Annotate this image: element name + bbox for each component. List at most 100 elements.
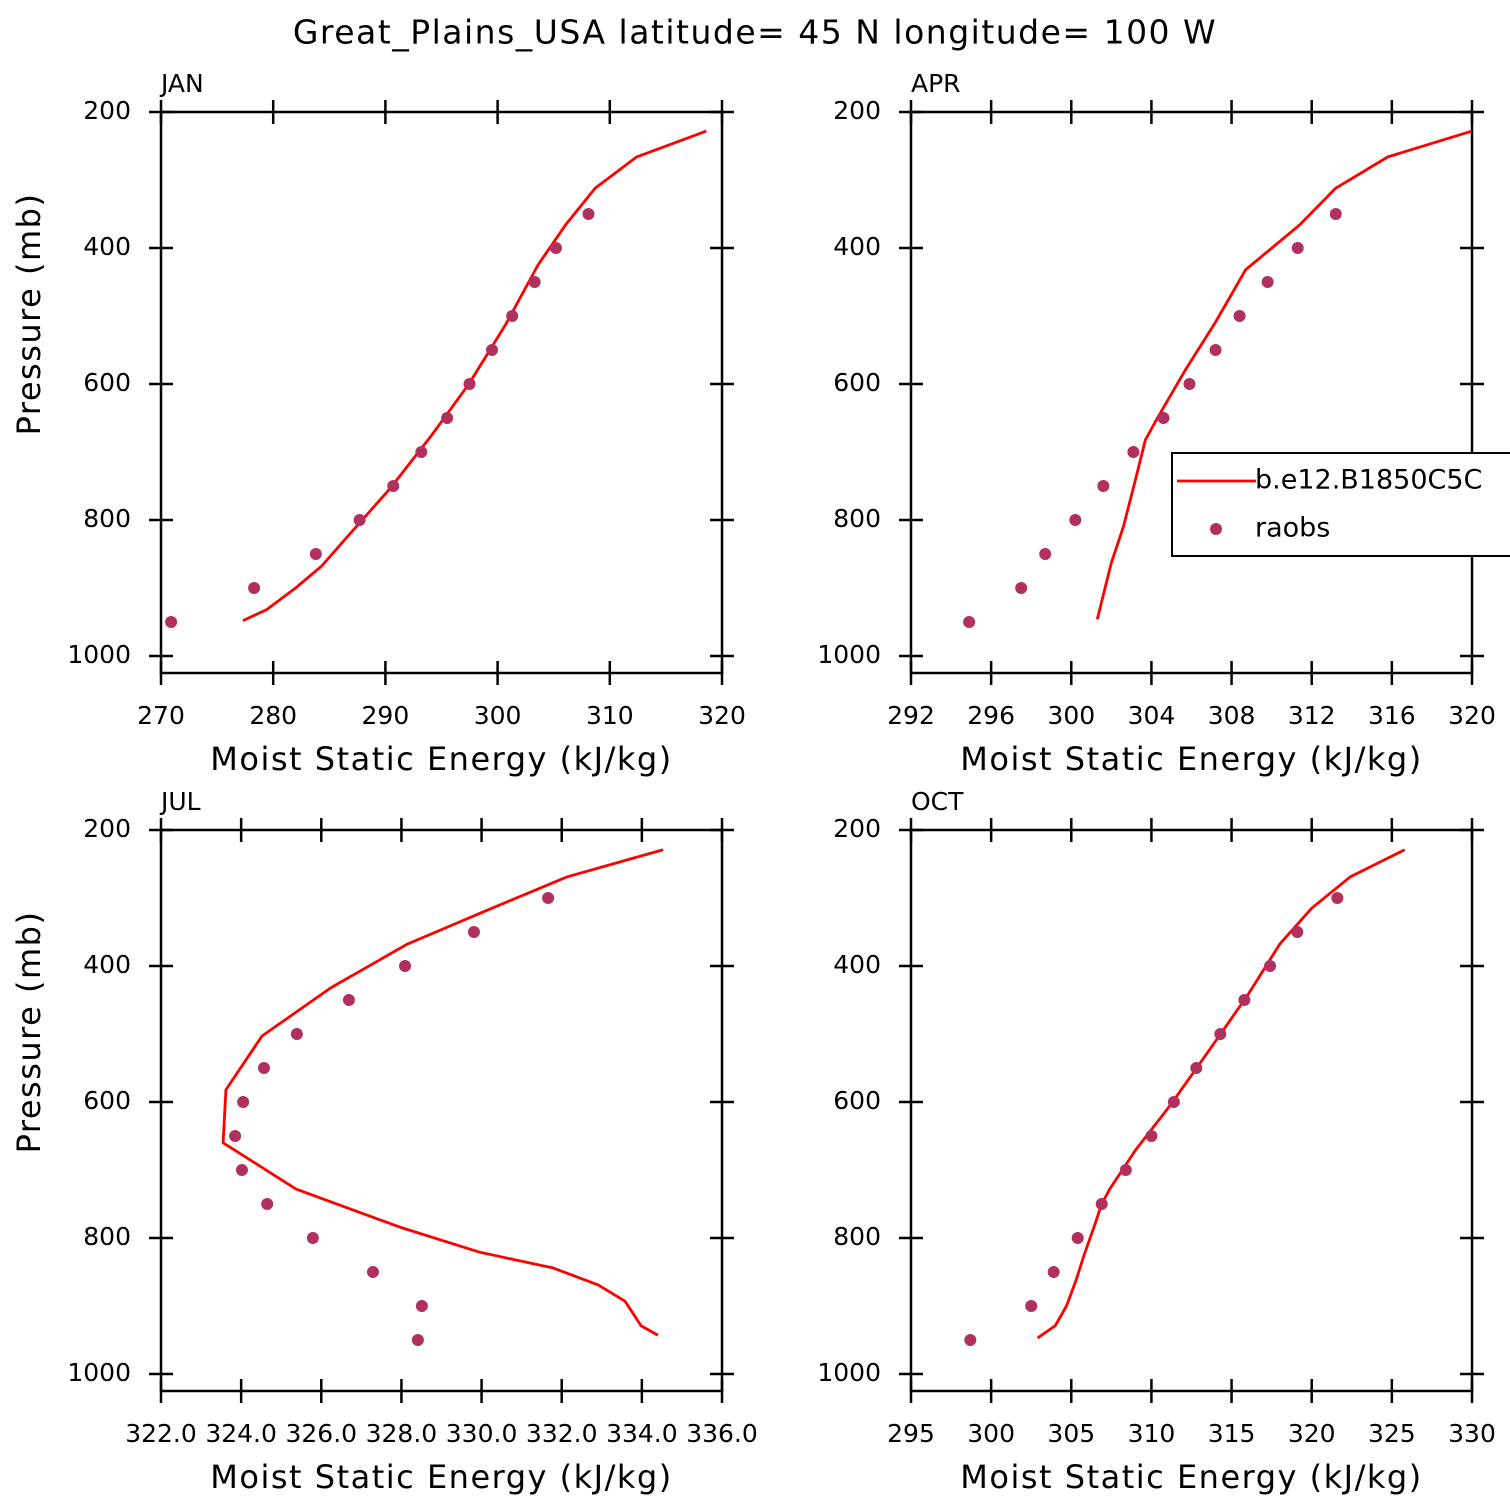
observation-point <box>1214 1028 1227 1040</box>
legend-box <box>1171 452 1510 557</box>
y-axis-label: Pressure (mb) <box>10 193 48 436</box>
observation-point <box>235 1164 248 1176</box>
y-tick-label: 1000 <box>67 1358 131 1387</box>
observation-point <box>1039 548 1052 560</box>
x-tick-label: 316 <box>1368 701 1416 730</box>
x-tick-label: 312 <box>1288 701 1336 730</box>
legend-label: raobs <box>1255 513 1330 544</box>
observation-point <box>1261 276 1274 288</box>
observation-point <box>415 1300 428 1312</box>
observation-point <box>1209 344 1222 356</box>
profile-line <box>221 848 664 1337</box>
x-tick-label: 292 <box>887 701 935 730</box>
plot-frame <box>909 110 1474 675</box>
observation-point <box>1331 892 1344 904</box>
x-tick-label: 336.0 <box>686 1419 758 1448</box>
observation-point <box>1291 926 1304 938</box>
y-tick-label: 400 <box>833 232 881 261</box>
observation-point <box>549 242 562 254</box>
x-tick-label: 308 <box>1208 701 1256 730</box>
y-axis-label: Pressure (mb) <box>10 911 48 1154</box>
observation-point <box>399 960 412 972</box>
y-tick-label: 400 <box>833 950 881 979</box>
x-axis-label: Moist Static Energy (kJ/kg) <box>210 1458 672 1496</box>
observation-point <box>257 1062 270 1074</box>
y-tick-label: 200 <box>833 814 881 843</box>
observation-point <box>1157 412 1170 424</box>
x-tick-label: 320 <box>698 701 746 730</box>
observation-point <box>1190 1062 1203 1074</box>
y-tick-label: 600 <box>83 1086 131 1115</box>
observation-point <box>1127 446 1140 458</box>
observation-point <box>353 514 366 526</box>
y-tick-label: 200 <box>83 96 131 125</box>
x-tick-label: 320 <box>1288 1419 1336 1448</box>
legend-marker <box>1210 523 1222 535</box>
observation-point <box>542 892 555 904</box>
observation-point <box>415 446 428 458</box>
y-tick-label: 200 <box>833 96 881 125</box>
panel-label: JUL <box>159 787 201 816</box>
x-tick-label: 330.0 <box>446 1419 518 1448</box>
observation-point <box>1095 1198 1108 1210</box>
profile-line <box>242 129 707 622</box>
x-axis-label: Moist Static Energy (kJ/kg) <box>960 1458 1422 1496</box>
profile-line <box>1095 129 1472 620</box>
observation-point <box>411 1334 424 1346</box>
x-tick-label: 305 <box>1047 1419 1095 1448</box>
x-tick-label: 296 <box>967 701 1015 730</box>
x-tick-label: 270 <box>137 701 185 730</box>
y-tick-label: 800 <box>83 1222 131 1251</box>
x-tick-label: 300 <box>1047 701 1095 730</box>
observation-point <box>342 994 355 1006</box>
observation-point <box>1015 582 1028 594</box>
observation-point <box>1097 480 1110 492</box>
x-tick-label: 326.0 <box>285 1419 357 1448</box>
observation-point <box>306 1232 319 1244</box>
plot-frame <box>159 828 724 1393</box>
y-tick-label: 400 <box>83 232 131 261</box>
observation-point <box>1238 994 1251 1006</box>
y-tick-label: 800 <box>833 504 881 533</box>
observation-point <box>1047 1266 1060 1278</box>
observation-point <box>467 926 480 938</box>
x-tick-label: 330 <box>1448 1419 1496 1448</box>
observation-point <box>1291 242 1304 254</box>
plot-frame <box>909 828 1474 1393</box>
observation-point <box>237 1096 250 1108</box>
x-tick-label: 328.0 <box>366 1419 438 1448</box>
y-tick-label: 800 <box>83 504 131 533</box>
figure-title: Great_Plains_USA latitude= 45 N longitud… <box>293 13 1217 52</box>
x-tick-label: 315 <box>1208 1419 1256 1448</box>
panel-label: JAN <box>159 69 204 98</box>
observation-point <box>963 616 976 628</box>
y-tick-label: 1000 <box>817 640 881 669</box>
x-axis-label: Moist Static Energy (kJ/kg) <box>210 740 672 778</box>
observation-point <box>261 1198 274 1210</box>
x-tick-label: 334.0 <box>606 1419 678 1448</box>
observation-point <box>165 616 178 628</box>
y-tick-label: 1000 <box>67 640 131 669</box>
observation-point <box>1233 310 1246 322</box>
y-tick-label: 1000 <box>817 1358 881 1387</box>
observation-point <box>290 1028 303 1040</box>
y-tick-label: 800 <box>833 1222 881 1251</box>
x-tick-label: 332.0 <box>526 1419 598 1448</box>
y-tick-label: 200 <box>83 814 131 843</box>
y-tick-label: 600 <box>83 368 131 397</box>
panel-label: OCT <box>911 787 964 816</box>
observation-point <box>964 1334 977 1346</box>
y-tick-label: 600 <box>833 1086 881 1115</box>
observation-point <box>463 378 476 390</box>
observation-point <box>309 548 322 560</box>
plot-frame <box>159 110 724 675</box>
observation-point <box>1071 1232 1084 1244</box>
x-tick-label: 300 <box>967 1419 1015 1448</box>
observation-point <box>1069 514 1082 526</box>
x-tick-label: 295 <box>887 1419 935 1448</box>
y-tick-label: 600 <box>833 368 881 397</box>
panel-label: APR <box>911 69 961 98</box>
